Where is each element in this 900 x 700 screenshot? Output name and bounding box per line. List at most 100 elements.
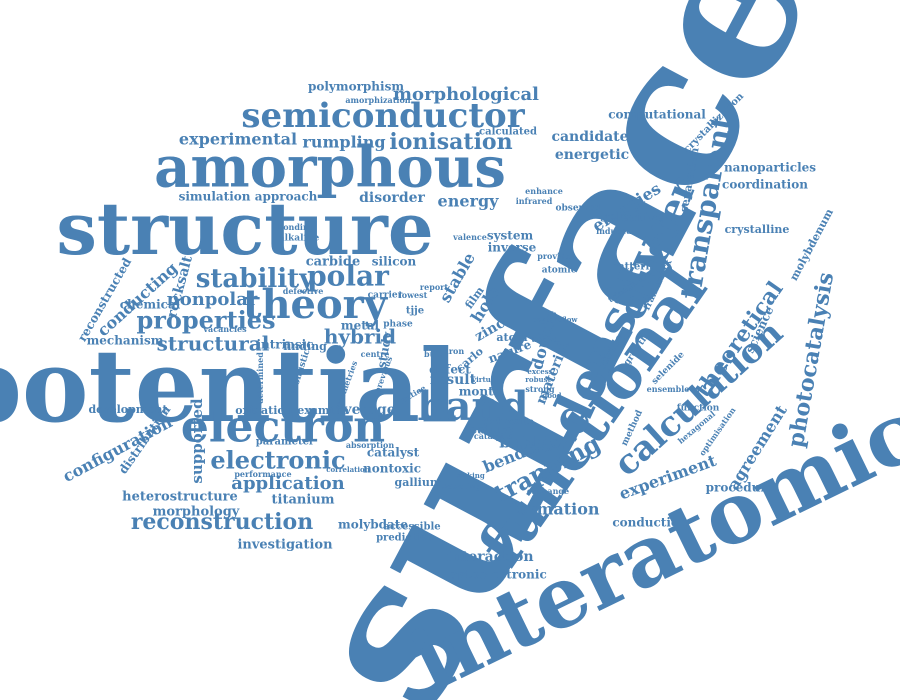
cloud-word-gallium: gallium bbox=[395, 476, 442, 489]
cloud-word-coordination: coordination bbox=[722, 178, 808, 192]
cloud-word-development: development bbox=[88, 403, 168, 416]
cloud-word-candidate: candidate bbox=[551, 129, 628, 145]
cloud-word-correlation: correlation bbox=[326, 465, 370, 474]
cloud-word-interaction: interaction bbox=[446, 549, 533, 565]
cloud-word-composite: composite bbox=[482, 418, 534, 428]
cloud-word-ionisation: ionisation bbox=[389, 129, 512, 155]
cloud-word-enhance: enhance bbox=[525, 186, 563, 196]
cloud-word-conduction: conduction bbox=[612, 516, 688, 530]
cloud-word-pattern: pattern bbox=[611, 262, 653, 273]
cloud-word-defective: defective bbox=[283, 286, 324, 296]
cloud-word-molybdate: molybdate bbox=[338, 518, 408, 532]
cloud-word-study: study bbox=[374, 330, 394, 369]
cloud-word-disorder: disorder bbox=[359, 190, 425, 206]
cloud-word-earthreflow: earthreflow bbox=[533, 315, 579, 324]
cloud-word-crystalline: crystalline bbox=[725, 223, 790, 236]
cloud-word-intrinsic: intrinsic bbox=[256, 338, 313, 352]
cloud-word-amorphization: amorphization bbox=[345, 95, 410, 105]
cloud-word-monte: monte bbox=[459, 385, 502, 399]
cloud-word-bubble: bubble bbox=[499, 433, 560, 452]
cloud-word-making: making bbox=[455, 471, 485, 480]
cloud-word-chemical: chemical bbox=[120, 298, 181, 312]
cloud-word-observed: observed bbox=[555, 204, 601, 214]
cloud-word-procedure: procedure bbox=[706, 481, 775, 495]
cloud-word-provide: provide bbox=[537, 251, 571, 261]
cloud-word-catalytic: catalytic bbox=[474, 431, 512, 441]
cloud-word-electronic: electronic bbox=[210, 446, 345, 475]
cloud-word-iron: iron bbox=[446, 346, 465, 356]
cloud-word-centre: centre bbox=[361, 349, 390, 359]
cloud-word-reconstruction: reconstruction bbox=[131, 509, 313, 535]
cloud-word-potential: potential bbox=[0, 327, 458, 445]
cloud-word-lowest: lowest bbox=[399, 290, 428, 300]
cloud-word-virtual: virtual bbox=[471, 375, 498, 384]
cloud-word-tjje: tjje bbox=[406, 306, 424, 317]
cloud-word-atom: atom bbox=[496, 331, 528, 344]
cloud-word-polar: polar bbox=[307, 260, 390, 293]
cloud-word-nonpolar: nonpolar bbox=[167, 289, 258, 310]
cloud-word-amorphous: amorphous bbox=[154, 135, 506, 201]
cloud-word-alkaline: alkaline bbox=[279, 234, 320, 244]
cloud-word-stability: stability bbox=[196, 264, 315, 294]
cloud-word-computational: computational bbox=[608, 108, 706, 122]
cloud-word-molybdenum: molybdenum bbox=[787, 206, 836, 283]
cloud-word-application: application bbox=[231, 473, 344, 494]
cloud-word-robust: robust bbox=[525, 375, 551, 384]
cloud-word-bonding: bonding bbox=[278, 222, 315, 232]
cloud-word-calculated: calculated bbox=[479, 127, 537, 138]
cloud-word-function: function bbox=[677, 404, 720, 414]
cloud-word-mechanism: mechanism bbox=[87, 334, 164, 348]
cloud-word-oxidation: oxidation bbox=[235, 404, 293, 417]
cloud-word-result: result bbox=[430, 372, 477, 388]
cloud-word-electron: electron bbox=[181, 402, 385, 453]
cloud-word-nontoxic: nontoxic bbox=[363, 462, 421, 476]
cloud-word-energetic: energetic bbox=[555, 147, 629, 163]
cloud-word-formation: formation bbox=[510, 500, 599, 519]
cloud-word-titanium: titanium bbox=[272, 493, 335, 508]
cloud-word-good: good bbox=[542, 391, 561, 400]
cloud-word-energy: energy bbox=[438, 192, 500, 211]
cloud-word-band: band bbox=[418, 383, 529, 430]
cloud-word-experimental: experimental bbox=[179, 130, 297, 149]
cloud-word-exchange: exchange bbox=[527, 486, 569, 496]
cloud-word-simulation-approach: simulation approach bbox=[179, 190, 318, 204]
cloud-word-morphology: morphology bbox=[153, 505, 240, 520]
cloud-word-parameter: parameter bbox=[256, 437, 315, 448]
cloud-word-theory: theory bbox=[243, 281, 389, 328]
cloud-word-ensemble: ensemble bbox=[647, 384, 690, 394]
cloud-word-semiconductor: semiconductor bbox=[241, 96, 525, 136]
cloud-word-polymorphism: polymorphism bbox=[308, 80, 404, 94]
cloud-word-strong: strong bbox=[525, 384, 555, 394]
cloud-word-modeling: modeling bbox=[439, 481, 481, 491]
cloud-word-nanoparticles: nanoparticles bbox=[724, 161, 816, 175]
cloud-word-silicon: silicon bbox=[372, 255, 417, 269]
cloud-word-carrier: carrier bbox=[368, 291, 403, 301]
cloud-word-feature: feature bbox=[465, 423, 514, 437]
cloud-word-determined: determined bbox=[255, 352, 265, 404]
cloud-word-phase: phase bbox=[383, 320, 413, 330]
cloud-word-structure: structure bbox=[56, 186, 433, 271]
cloud-word-supported: supported bbox=[188, 398, 206, 484]
cloud-word-excess: excess bbox=[527, 367, 552, 376]
cloud-word-examine: examine bbox=[297, 404, 349, 417]
cloud-word-report: report bbox=[420, 282, 448, 292]
cloud-word-absorption: absorption bbox=[346, 440, 394, 450]
cloud-word-carbide: carbide bbox=[306, 255, 361, 270]
cloud-word-finding: finding bbox=[283, 340, 327, 353]
cloud-word-prediction: prediction bbox=[376, 533, 435, 544]
cloud-word-bulk: bulk bbox=[424, 349, 444, 359]
cloud-word-catalyst: catalyst bbox=[367, 446, 420, 460]
cloud-word-performance: performance bbox=[234, 469, 291, 479]
cloud-word-induced: induced bbox=[596, 226, 632, 236]
cloud-word-investigation: investigation bbox=[237, 538, 333, 553]
cloud-word-defect: defect bbox=[429, 363, 471, 377]
cloud-word-morphological: morphological bbox=[393, 84, 539, 105]
cloud-word-valence: valence bbox=[452, 232, 487, 242]
cloud-word-rumpling: rumpling bbox=[302, 133, 385, 152]
cloud-word-accessible: accessible bbox=[383, 522, 440, 533]
cloud-word-optoelectronic: optoelectronic bbox=[449, 568, 547, 582]
cloud-word-infrared: infrared bbox=[516, 196, 553, 206]
cloud-word-inverse: inverse bbox=[488, 241, 537, 255]
